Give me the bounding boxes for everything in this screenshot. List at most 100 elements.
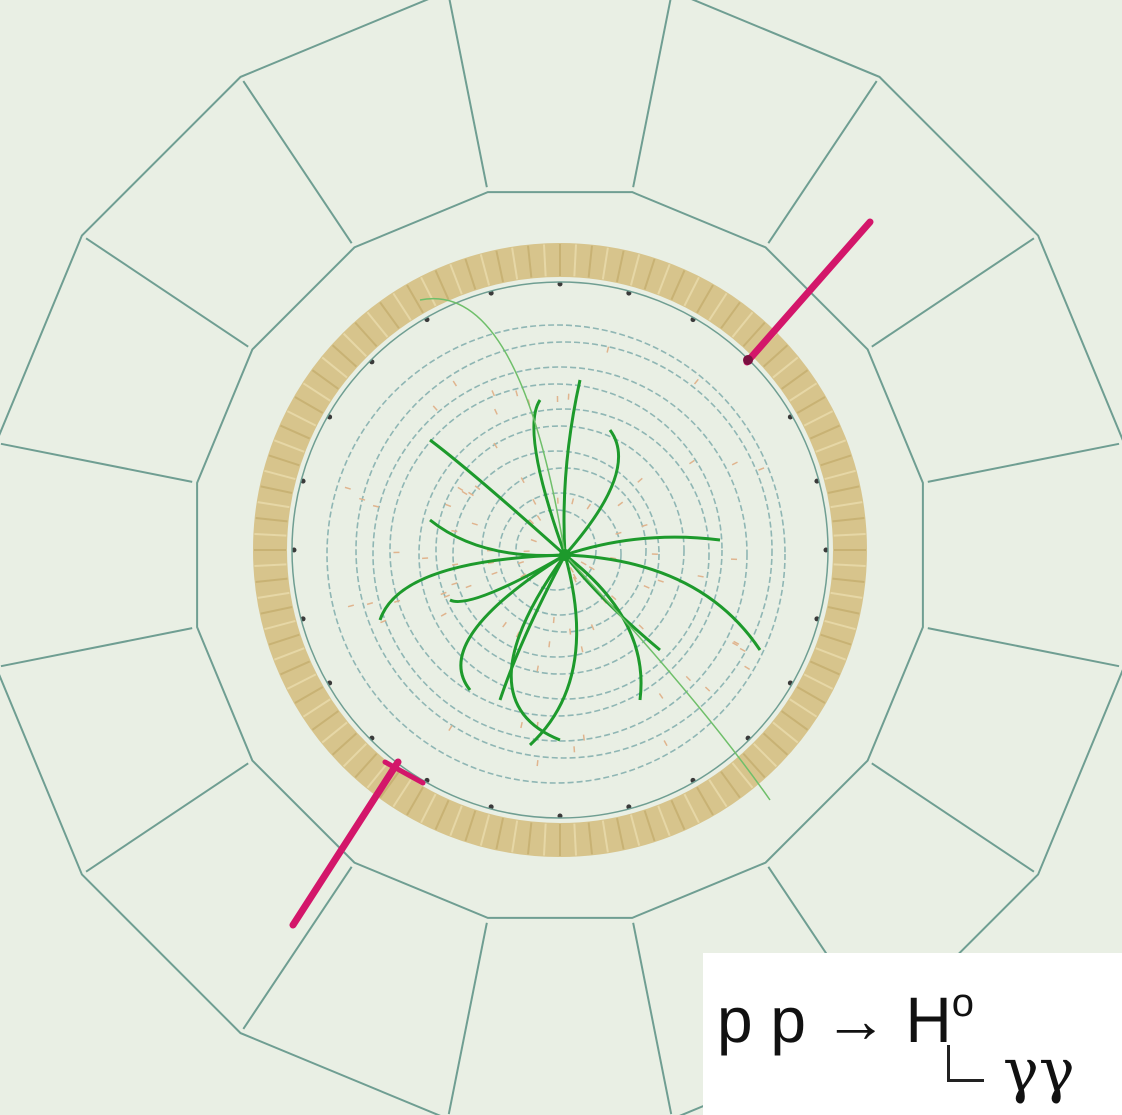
calorimeter-cell xyxy=(708,779,728,808)
calorimeter-cell xyxy=(302,382,331,402)
calorimeter-cell xyxy=(264,619,296,631)
calorimeter-cell xyxy=(824,469,856,481)
calorimeter-cell xyxy=(286,410,317,427)
hit-mark xyxy=(704,686,711,692)
hit-mark xyxy=(530,538,537,543)
calorimeter-cell xyxy=(257,501,290,509)
calorimeter-cell xyxy=(273,439,305,453)
hit-mark xyxy=(638,624,644,630)
tracker-layer xyxy=(452,450,660,658)
charged-track xyxy=(564,553,762,651)
calorimeter-cell xyxy=(321,356,348,379)
hit-mark xyxy=(637,477,643,483)
calorimeter-cell xyxy=(302,698,331,718)
calorimeter-cell xyxy=(294,686,324,704)
calorimeter-cell xyxy=(601,247,609,280)
hit-mark xyxy=(536,515,542,521)
calorimeter-cell xyxy=(366,762,389,789)
calorimeter-cell xyxy=(832,517,865,523)
calorimeter-cell xyxy=(696,284,714,314)
charged-track xyxy=(509,554,567,742)
hit-mark xyxy=(487,561,495,565)
calorimeter-cell xyxy=(762,344,789,368)
calorimeter-cell xyxy=(827,485,860,495)
calorimeter-cell xyxy=(753,743,778,768)
calorimeter-cell xyxy=(294,396,324,414)
photon-track-lower xyxy=(289,758,402,929)
hit-mark xyxy=(569,628,572,635)
charged-track xyxy=(564,535,721,557)
calorimeter-cell xyxy=(527,822,533,855)
calorimeter-cell xyxy=(366,311,389,338)
tracker-layer xyxy=(326,324,786,784)
charged-track xyxy=(564,553,643,701)
hit-mark xyxy=(569,566,575,573)
hit-mark xyxy=(657,579,664,583)
calorimeter-cell xyxy=(311,369,339,390)
charged-track xyxy=(378,553,566,621)
hit-mark xyxy=(571,498,575,505)
calorimeter-cell xyxy=(683,276,700,307)
calorimeter-cell xyxy=(527,245,533,278)
segment-divider xyxy=(85,237,249,348)
calorimeter-cell xyxy=(832,577,865,583)
calorimeter-cell xyxy=(573,823,578,856)
hit-mark xyxy=(515,631,520,638)
segment-divider xyxy=(242,866,353,1030)
charged-track xyxy=(563,429,621,556)
calorimeter-cell xyxy=(406,786,424,816)
hit-mark xyxy=(663,740,668,747)
hit-mark xyxy=(536,665,540,672)
calorimeter-cell xyxy=(670,270,686,301)
calorimeter-cell xyxy=(615,817,625,850)
hit-mark xyxy=(586,503,592,510)
calorimeter-cell xyxy=(254,563,287,568)
calorimeter-cell xyxy=(824,619,856,631)
calorimeter-cell xyxy=(264,469,296,481)
hit-mark xyxy=(359,497,366,501)
calorimeter-cell xyxy=(354,752,378,779)
calorimeter-cell xyxy=(311,710,339,731)
calorimeter-texture xyxy=(254,244,866,856)
hit-mark xyxy=(440,612,447,617)
tracker-boundary xyxy=(291,281,829,819)
calorimeter-cell xyxy=(280,660,311,676)
hit-mark xyxy=(572,576,577,583)
hit-mark xyxy=(588,566,595,571)
calorimeter-cell xyxy=(796,686,826,704)
calorimeter-cell xyxy=(683,793,700,824)
calorimeter-cell xyxy=(762,732,789,756)
charged-track xyxy=(498,554,567,701)
calorimeter-cell xyxy=(643,810,656,842)
hit-mark xyxy=(493,442,498,449)
calorimeter-cell xyxy=(280,424,311,440)
calorimeter-cell xyxy=(772,721,799,744)
calorimeter-cell xyxy=(434,270,450,301)
hit-mark xyxy=(606,346,610,353)
charged-track xyxy=(449,553,566,604)
hit-mark xyxy=(572,573,578,580)
calorimeter-cell xyxy=(495,250,505,283)
decay-products: γγ xyxy=(1003,1036,1075,1106)
hit-mark xyxy=(372,504,380,508)
hit-mark xyxy=(689,459,695,465)
calorimeter-cell xyxy=(657,263,671,295)
calorimeter-cell xyxy=(342,332,367,357)
calorimeter-cell xyxy=(742,321,766,348)
calorimeter-cell xyxy=(331,732,358,756)
tracker-layer xyxy=(515,509,597,591)
hit-mark xyxy=(615,531,622,535)
calorimeter-cell xyxy=(629,814,641,846)
calorimeter-cell xyxy=(255,577,288,583)
calorimeter-cell xyxy=(331,344,358,368)
calorimeter-cell xyxy=(479,814,491,846)
hit-mark xyxy=(610,557,617,560)
reaction-arrow: → xyxy=(823,984,888,1056)
calorimeter-cell xyxy=(833,532,866,537)
hit-mark xyxy=(451,582,458,586)
hit-mark xyxy=(347,604,355,608)
calorimeter-cell xyxy=(781,710,809,731)
segment-divider xyxy=(927,442,1120,483)
hit-mark xyxy=(394,599,401,603)
